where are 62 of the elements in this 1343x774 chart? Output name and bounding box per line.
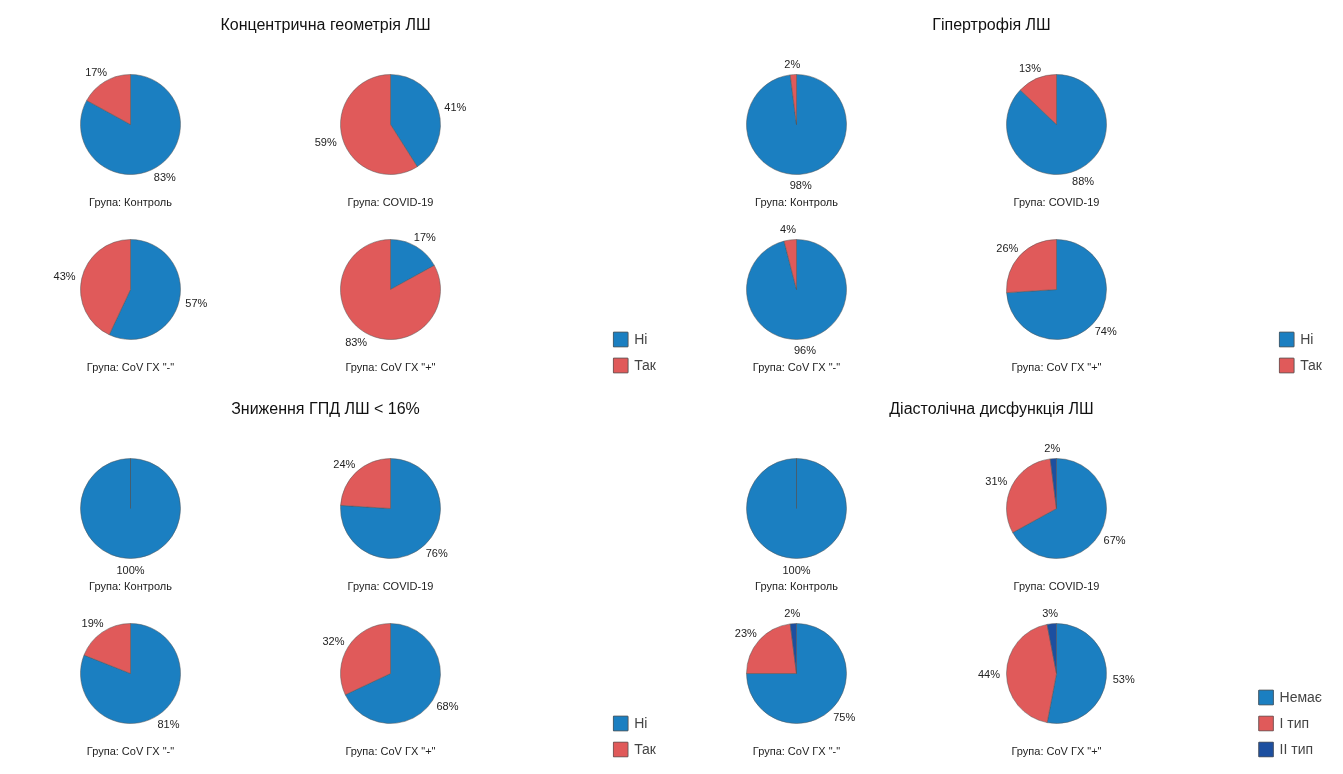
- data-label: 2%: [784, 57, 801, 70]
- slice-label: Група: Контроль: [755, 195, 839, 208]
- data-label: 88%: [1072, 174, 1095, 187]
- data-label: 57%: [185, 296, 208, 309]
- data-label: 100%: [782, 563, 811, 576]
- legend-label: Немає: [1279, 689, 1322, 705]
- legend-label: Так: [634, 741, 656, 757]
- data-label: 59%: [314, 135, 337, 148]
- slice-label: Група: CoV ГХ "-": [752, 360, 841, 373]
- slice-label: Група: CoV ГХ "-": [752, 744, 841, 757]
- slice-label: Група: COVID-19: [347, 195, 434, 208]
- legend-label: I тип: [1279, 715, 1310, 731]
- slice-label: Група: CoV ГХ "+": [345, 360, 436, 373]
- data-label: 98%: [789, 179, 812, 192]
- data-label: 24%: [333, 458, 356, 471]
- chart-title: Гіпертрофія ЛШ: [932, 16, 1051, 33]
- data-label: 19%: [81, 617, 104, 630]
- data-label: 3%: [1042, 606, 1059, 619]
- slice-label: Група: CoV ГХ "+": [345, 744, 436, 757]
- chart-title: Концентрична геометрія ЛШ: [220, 16, 431, 33]
- legend-label: Так: [634, 357, 656, 373]
- slice-label: Група: COVID-19: [1013, 195, 1100, 208]
- legend-label: Ні: [1300, 331, 1315, 347]
- data-label: 83%: [345, 336, 368, 349]
- data-label: 2%: [1044, 441, 1061, 454]
- data-label: 17%: [413, 230, 437, 243]
- data-label: 100%: [116, 563, 145, 576]
- data-label: 41%: [444, 101, 467, 114]
- data-label: 23%: [734, 627, 758, 640]
- legend-label: Так: [1300, 357, 1322, 373]
- chart-title: Діастолічна дисфункція ЛШ: [889, 400, 1094, 417]
- data-label: 26%: [996, 241, 1019, 254]
- data-label: 68%: [436, 700, 459, 713]
- data-label: 17%: [85, 65, 108, 78]
- data-label: 76%: [425, 546, 448, 559]
- slice-label: Група: Контроль: [89, 195, 173, 208]
- data-label: 83%: [153, 171, 177, 184]
- chart-title: Зниження ГПД ЛШ < 16%: [231, 400, 420, 417]
- slice-label: Група: CoV ГХ "-": [86, 360, 175, 373]
- data-label: 43%: [53, 270, 76, 283]
- legend-label: Ні: [634, 331, 649, 347]
- data-label: 2%: [784, 606, 801, 619]
- data-label: 53%: [1112, 673, 1135, 686]
- data-label: 44%: [977, 667, 1001, 680]
- slice-label: Група: COVID-19: [347, 579, 434, 592]
- data-label: 75%: [833, 710, 856, 723]
- slice-label: Група: CoV ГХ "+": [1011, 360, 1102, 373]
- data-label: 4%: [780, 222, 797, 235]
- slice-label: Група: CoV ГХ "+": [1011, 744, 1102, 757]
- data-label: 31%: [985, 474, 1008, 487]
- data-label: 67%: [1103, 533, 1126, 546]
- slice-label: Група: CoV ГХ "-": [86, 744, 175, 757]
- legend-label: II тип: [1279, 741, 1314, 757]
- slice-label: Група: Контроль: [755, 579, 839, 592]
- slice-label: Група: Контроль: [89, 579, 173, 592]
- legend-label: Ні: [634, 715, 649, 731]
- data-label: 96%: [793, 344, 817, 357]
- data-label: 74%: [1094, 325, 1117, 338]
- data-label: 13%: [1018, 62, 1042, 75]
- data-label: 81%: [157, 717, 180, 730]
- data-label: 32%: [322, 634, 345, 647]
- slice-label: Група: COVID-19: [1013, 579, 1100, 592]
